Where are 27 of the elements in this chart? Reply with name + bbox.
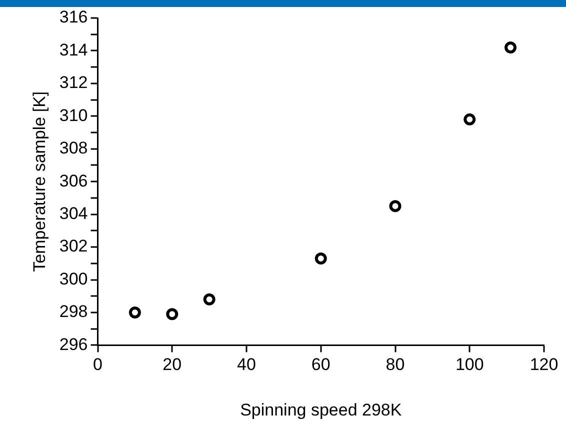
y-tick-label: 316 — [59, 8, 88, 27]
y-tick-label: 310 — [59, 106, 88, 125]
x-axis-title: Spinning speed 298K — [240, 400, 402, 420]
y-axis-title: Temperature sample [K] — [30, 91, 49, 272]
y-tick-label: 314 — [59, 40, 88, 60]
point — [314, 252, 327, 264]
point — [389, 200, 402, 212]
x-tick-label: 120 — [530, 355, 558, 374]
x-tick-label: 60 — [311, 355, 330, 374]
y-tick-label: 302 — [59, 236, 88, 256]
x-tick-label: 0 — [93, 355, 102, 374]
y-tick-label: 306 — [59, 171, 88, 190]
y-tick-label: 304 — [59, 204, 88, 224]
point — [504, 41, 517, 54]
y-tick-label: 312 — [59, 73, 88, 92]
y-tick-label: 308 — [59, 138, 88, 158]
point — [464, 113, 476, 126]
point — [166, 308, 178, 320]
x-tick-label: 20 — [162, 355, 182, 374]
point — [203, 293, 216, 306]
x-tick-label: 80 — [386, 355, 405, 374]
y-tick-label: 296 — [59, 334, 88, 354]
y-tick-label: 298 — [59, 302, 88, 322]
x-tick-label: 40 — [237, 355, 256, 374]
point — [128, 306, 141, 318]
x-tick-label: 100 — [455, 355, 484, 374]
y-tick-label: 300 — [59, 269, 88, 288]
